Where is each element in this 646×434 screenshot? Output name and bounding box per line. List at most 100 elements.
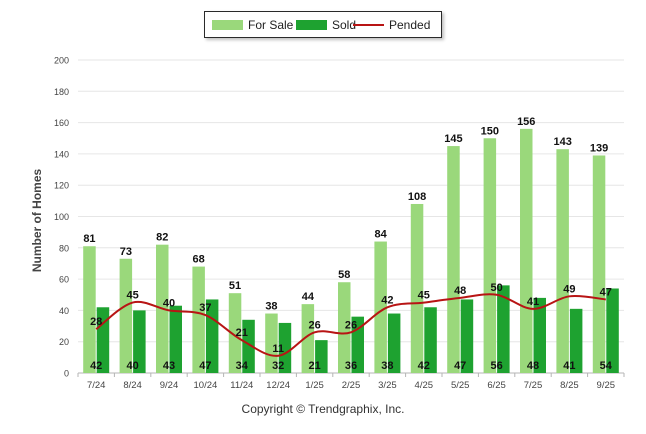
data-label-sold: 38 (381, 360, 393, 372)
x-tick-label: 1/25 (305, 380, 324, 391)
data-label-sold: 42 (90, 360, 102, 372)
x-tick-label: 8/25 (560, 380, 579, 391)
bar-for-sale (483, 138, 497, 373)
copyright-text: Copyright © Trendgraphix, Inc. (241, 402, 405, 416)
data-label-pended: 49 (563, 283, 575, 295)
legend-item-pended[interactable]: Pended (353, 18, 430, 32)
y-tick-label: 20 (59, 337, 69, 347)
pended-swatch (353, 24, 384, 26)
bar-for-sale (192, 266, 205, 373)
data-label-sold: 48 (527, 360, 539, 372)
bar-sold (96, 307, 110, 373)
for-sale-swatch (212, 20, 243, 30)
bar-for-sale (520, 128, 533, 373)
pended-line (95, 293, 606, 357)
x-tick-label: 6/25 (487, 380, 506, 391)
data-label-pended: 47 (600, 286, 612, 298)
data-label-sold: 41 (563, 360, 575, 372)
legend-item-sold[interactable]: Sold (296, 18, 356, 32)
data-label-sold: 42 (418, 360, 430, 372)
bar-for-sale (338, 282, 351, 373)
data-label-pended: 50 (490, 282, 502, 294)
bar-for-sale (301, 304, 315, 373)
sold-swatch (296, 20, 327, 30)
y-tick-label: 80 (59, 243, 69, 253)
data-label-pended: 37 (199, 302, 211, 314)
bar-sold (497, 285, 510, 373)
bar-for-sale (119, 258, 133, 373)
legend-label-for-sale: For Sale (248, 18, 294, 32)
bar-sold (424, 307, 437, 373)
x-tick-label: 4/25 (415, 380, 434, 391)
line-layer (95, 293, 606, 357)
data-label-sold: 34 (236, 360, 249, 372)
data-label-sold: 36 (345, 360, 357, 372)
label-layer: 81 42 28 73 40 45 82 43 40 68 47 37 51 34 21 38 32 11 44 21… (83, 116, 612, 372)
x-tick-label: 9/24 (160, 380, 179, 391)
x-tick-label: 7/24 (87, 380, 106, 391)
y-tick-label: 140 (54, 149, 69, 159)
bar-layer (83, 128, 619, 373)
x-tick-label: 2/25 (342, 380, 361, 391)
y-tick-label: 40 (59, 306, 69, 316)
x-tick-label: 11/24 (230, 380, 253, 391)
axis-layer: 0 20 40 60 80 100 120 140 160 180 200 Number of Hom… (30, 56, 625, 391)
data-label-pended: 28 (90, 316, 102, 328)
data-label-for-sale: 38 (265, 301, 277, 313)
data-label-for-sale: 150 (481, 125, 499, 137)
data-label-pended: 41 (527, 296, 539, 308)
data-label-pended: 21 (236, 327, 248, 339)
legend-label-pended: Pended (389, 18, 431, 32)
legend-item-for-sale[interactable]: For Sale (212, 18, 293, 32)
data-label-pended: 45 (418, 290, 430, 302)
bar-sold (533, 297, 546, 373)
data-label-for-sale: 139 (590, 142, 608, 154)
bar-for-sale (410, 203, 424, 373)
bar-for-sale (265, 313, 278, 373)
bar-sold (133, 310, 146, 373)
data-label-sold: 43 (163, 360, 175, 372)
bar-sold (169, 305, 182, 373)
legend-label-sold: Sold (332, 18, 357, 32)
x-tick-label: 9/25 (597, 380, 616, 391)
data-label-sold: 54 (600, 360, 613, 372)
x-tick-label: 8/24 (123, 380, 142, 391)
bar-for-sale (83, 246, 96, 373)
bar-sold (606, 288, 619, 373)
data-label-for-sale: 156 (517, 116, 535, 128)
y-tick-label: 160 (54, 118, 69, 128)
data-label-for-sale: 82 (156, 232, 168, 244)
bar-for-sale (447, 146, 460, 373)
bar-sold (569, 308, 583, 373)
y-tick-label: 60 (59, 275, 69, 285)
data-label-pended: 11 (272, 343, 284, 355)
data-label-sold: 32 (272, 360, 284, 372)
bar-sold (278, 322, 292, 373)
y-tick-label: 200 (54, 56, 69, 66)
data-label-for-sale: 108 (408, 191, 426, 203)
data-label-for-sale: 51 (229, 280, 241, 292)
data-label-pended: 40 (163, 297, 175, 309)
data-label-for-sale: 73 (120, 246, 132, 258)
data-label-pended: 45 (126, 290, 138, 302)
data-label-pended: 48 (454, 285, 466, 297)
y-axis-title: Number of Homes (30, 169, 44, 273)
bar-sold (460, 299, 474, 373)
bar-for-sale (556, 149, 569, 373)
x-tick-label: 5/25 (451, 380, 470, 391)
x-tick-label: 12/24 (266, 380, 290, 391)
data-label-for-sale: 145 (444, 133, 462, 145)
data-label-for-sale: 68 (193, 254, 205, 266)
bar-sold (242, 319, 255, 373)
data-label-sold: 40 (126, 360, 138, 372)
x-tick-label: 7/25 (524, 380, 543, 391)
y-tick-label: 120 (54, 181, 69, 191)
data-label-sold: 47 (454, 360, 466, 372)
bar-sold (315, 340, 328, 373)
data-label-sold: 47 (199, 360, 211, 372)
bar-for-sale (592, 155, 606, 373)
data-label-for-sale: 143 (553, 136, 571, 148)
legend: For Sale Sold Pended (204, 11, 442, 38)
data-label-pended: 26 (308, 319, 320, 331)
